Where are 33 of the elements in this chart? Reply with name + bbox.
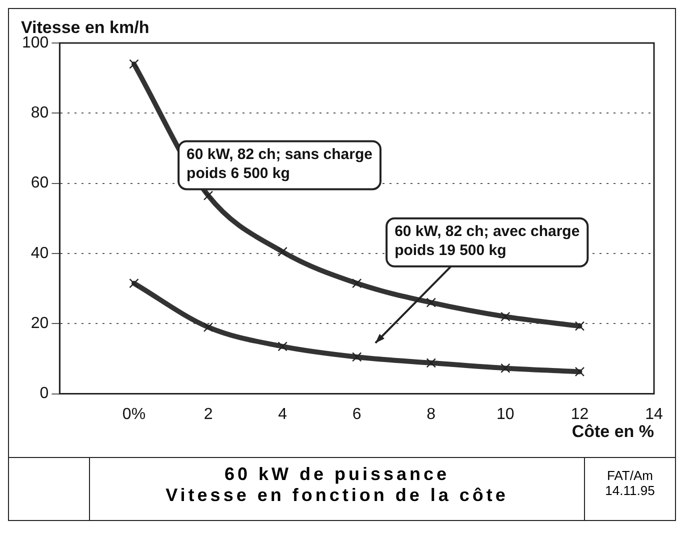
y-tick-label: 60 [30, 174, 49, 192]
text: 60 kW de puissance [223, 464, 451, 485]
point [203, 322, 214, 332]
text: Vitesse en fonction de la côte [164, 485, 510, 506]
x-tick-label: 2 [204, 406, 213, 423]
point [278, 246, 288, 257]
x-tick-label: 6 [352, 406, 362, 423]
point [352, 352, 362, 362]
y-tick-label: 80 [30, 104, 49, 122]
series-label: 60 kW, 82 ch; sans charge poids 6 500 kg [186, 146, 372, 182]
point [129, 59, 139, 69]
point [500, 363, 510, 374]
y-tick-label: 20 [30, 315, 49, 332]
point [574, 366, 585, 377]
point [129, 278, 139, 288]
text: 60 kW, 82 ch; avec charge poids 19 500 kg [394, 223, 580, 260]
point [203, 190, 214, 200]
point [500, 312, 510, 322]
point [426, 358, 436, 368]
x-axis-title: Côte en % [572, 422, 654, 441]
point [278, 342, 288, 352]
y-tick-label: 0 [40, 385, 49, 402]
x-tick-label: 4 [278, 406, 288, 423]
y-tick-label: 40 [30, 244, 49, 262]
x-tick-label: 10 [496, 406, 514, 423]
point [574, 321, 585, 331]
x-tick-label: 14 [645, 406, 663, 423]
x-tick-label: 8 [426, 406, 436, 423]
text: FAT/Am 14.11.95 [604, 468, 656, 498]
point [426, 298, 436, 308]
x-tick-label: 12 [570, 406, 589, 423]
point [352, 278, 362, 288]
x-tick-label: 0% [122, 406, 146, 423]
